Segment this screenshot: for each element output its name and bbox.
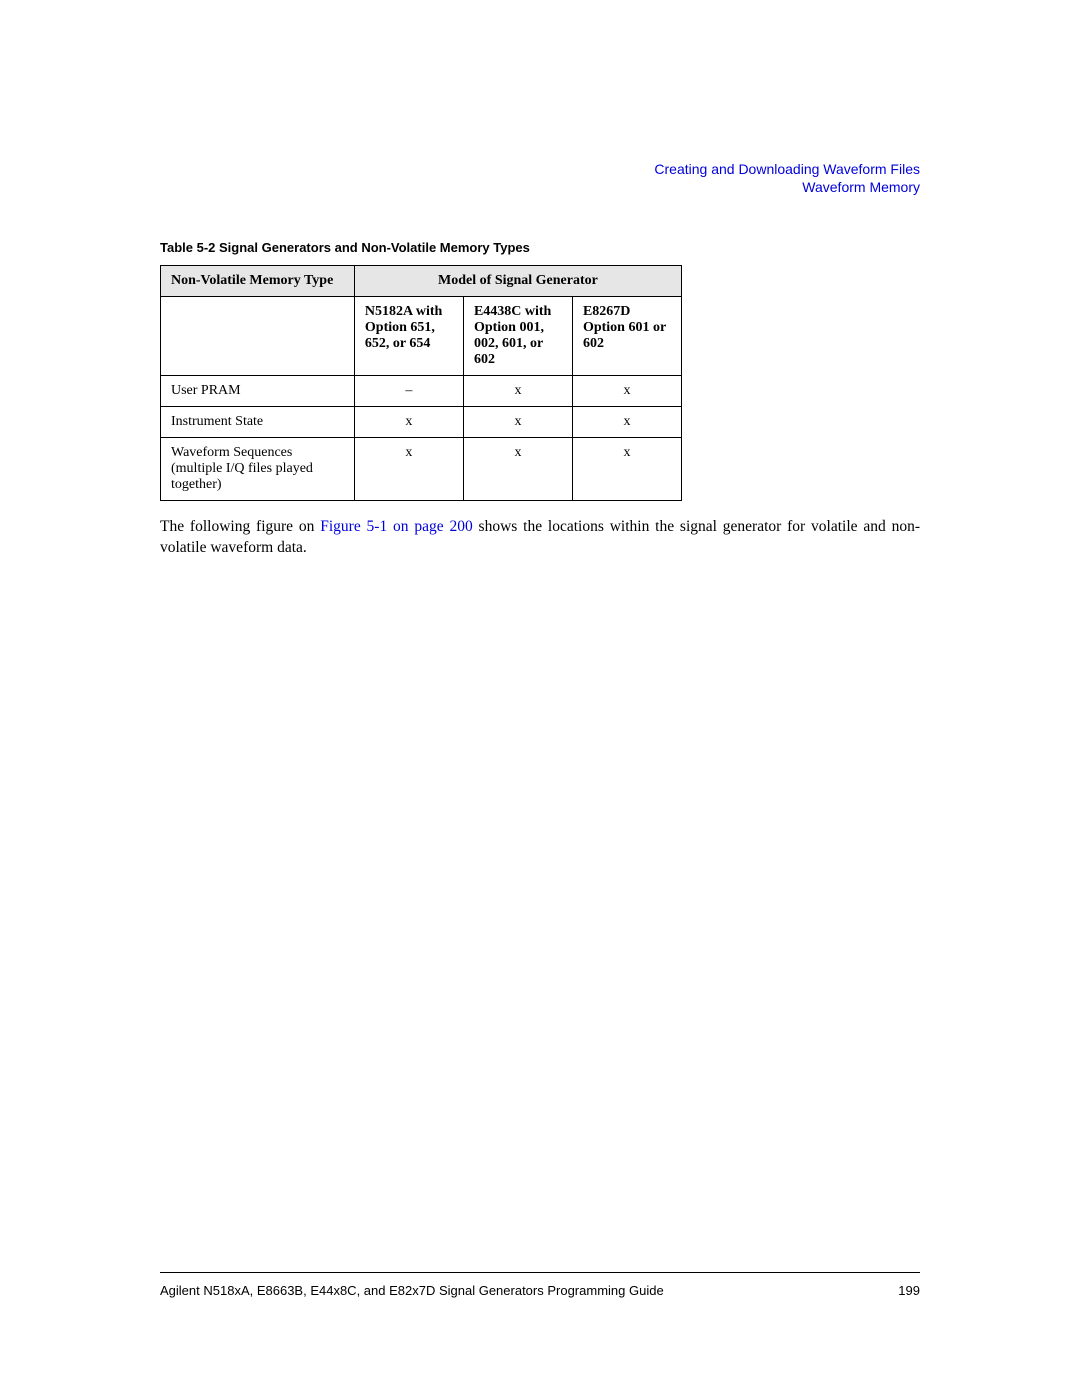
cell: x [354,438,463,501]
subhead-2: E4438C with Option 001, 002, 601, or 602 [463,297,572,376]
subhead-3: E8267D Option 601 or 602 [572,297,681,376]
table-row: Waveform Sequences (multiple I/Q files p… [161,438,682,501]
table-row: User PRAM – x x [161,376,682,407]
table-subheader-row: N5182A with Option 651, 652, or 654 E443… [161,297,682,376]
page-number: 199 [898,1283,920,1298]
col-span-header: Model of Signal Generator [354,266,681,297]
cell: x [354,407,463,438]
text-pre: The following figure on [160,518,320,535]
cell: x [572,438,681,501]
row-label: User PRAM [161,376,355,407]
chapter-title: Creating and Downloading Waveform Files [160,160,920,178]
cell: x [463,376,572,407]
chapter-header: Creating and Downloading Waveform Files … [160,160,920,196]
cell: x [463,438,572,501]
col1-header: Non-Volatile Memory Type [161,266,355,297]
section-title: Waveform Memory [160,178,920,196]
cell: x [572,407,681,438]
empty-cell [161,297,355,376]
row-label: Instrument State [161,407,355,438]
row-label: Waveform Sequences (multiple I/Q files p… [161,438,355,501]
page-content: Creating and Downloading Waveform Files … [160,160,920,559]
subhead-1: N5182A with Option 651, 652, or 654 [354,297,463,376]
cell: – [354,376,463,407]
footer-title: Agilent N518xA, E8663B, E44x8C, and E82x… [160,1283,664,1298]
table-caption: Table 5-2 Signal Generators and Non-Vola… [160,240,920,255]
cell: x [463,407,572,438]
cell: x [572,376,681,407]
memory-types-table: Non-Volatile Memory Type Model of Signal… [160,265,682,501]
paragraph: The following figure on Figure 5-1 on pa… [160,517,920,559]
page-footer: Agilent N518xA, E8663B, E44x8C, and E82x… [160,1272,920,1298]
cross-reference-link[interactable]: Figure 5-1 on page 200 [320,518,472,535]
table-header-row: Non-Volatile Memory Type Model of Signal… [161,266,682,297]
table-row: Instrument State x x x [161,407,682,438]
